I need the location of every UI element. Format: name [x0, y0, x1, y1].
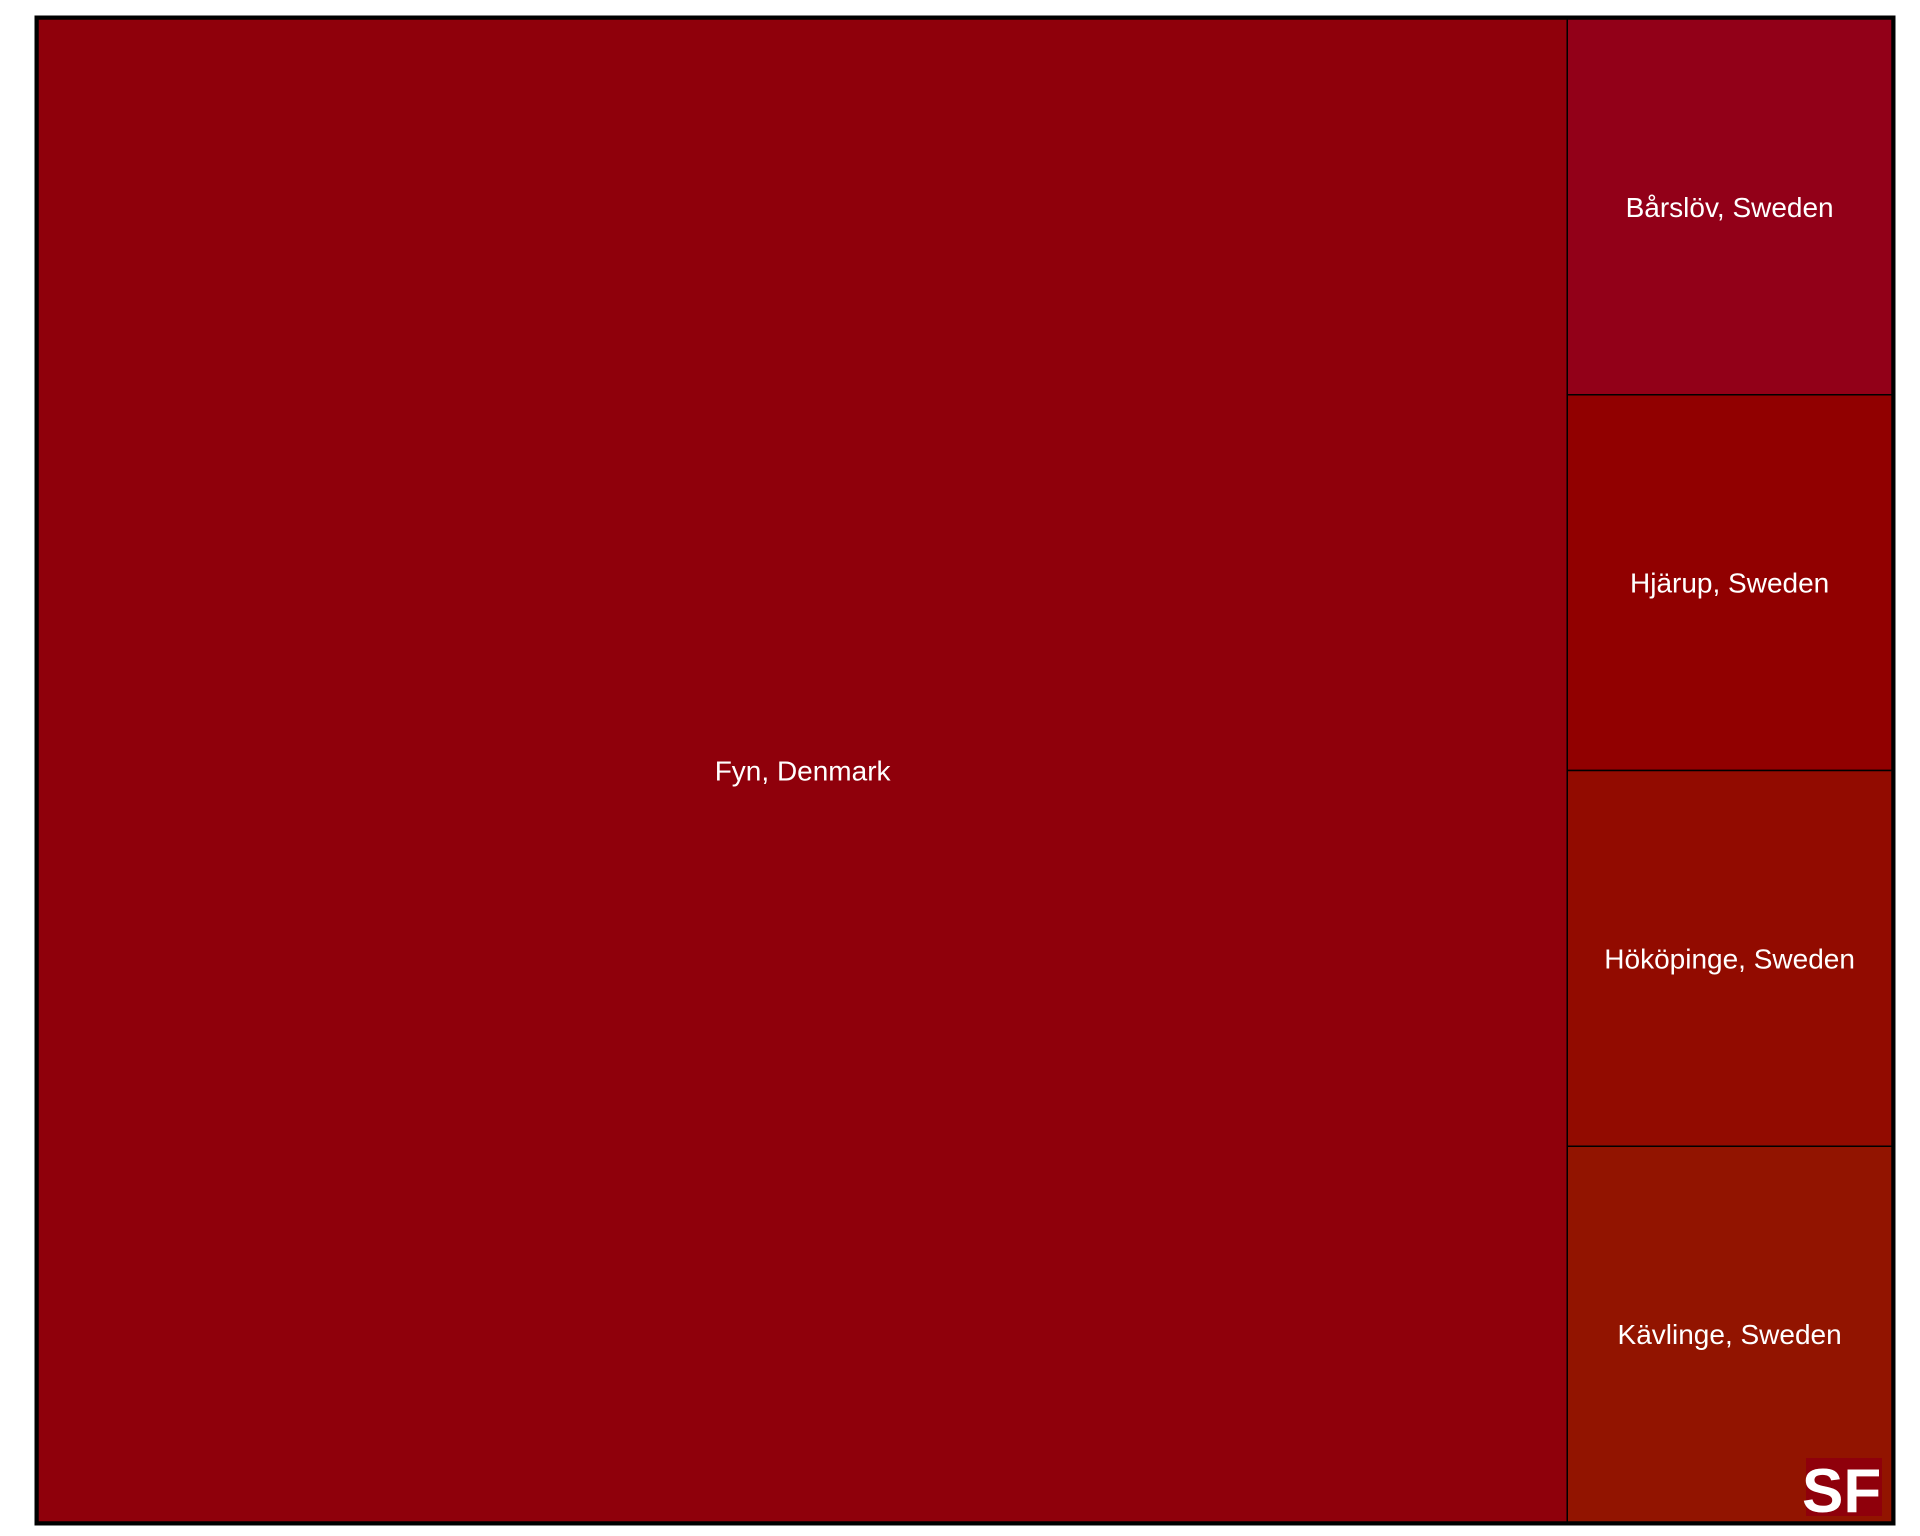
tile-fyn-denmark-rect	[37, 18, 1568, 1523]
tile-hjarup-sweden-label: Hjärup, Sweden	[1630, 568, 1829, 599]
logo-background	[1806, 1458, 1882, 1516]
tile-barslov-sweden[interactable]: Bårslöv, Sweden	[1566, 18, 1893, 396]
tile-hokopinge-sweden-rect	[1566, 769, 1893, 1147]
tile-hjarup-sweden[interactable]: Hjärup, Sweden	[1566, 394, 1893, 772]
tile-hjarup-sweden-rect	[1566, 394, 1893, 772]
tile-hokopinge-sweden-label: Hököpinge, Sweden	[1604, 943, 1855, 974]
tile-fyn-denmark[interactable]: Fyn, Denmark	[37, 18, 1568, 1523]
tile-hokopinge-sweden[interactable]: Hököpinge, Sweden	[1566, 769, 1893, 1147]
tile-barslov-sweden-rect	[1566, 18, 1893, 396]
chart-frame	[34, 15, 1896, 1526]
tile-fyn-denmark-label: Fyn, Denmark	[715, 756, 892, 787]
tile-kavlinge-sweden-label: Kävlinge, Sweden	[1618, 1319, 1842, 1350]
logo: SF	[1802, 1457, 1882, 1526]
tile-barslov-sweden-label: Bårslöv, Sweden	[1626, 192, 1834, 223]
logo-text: SF	[1802, 1457, 1881, 1526]
